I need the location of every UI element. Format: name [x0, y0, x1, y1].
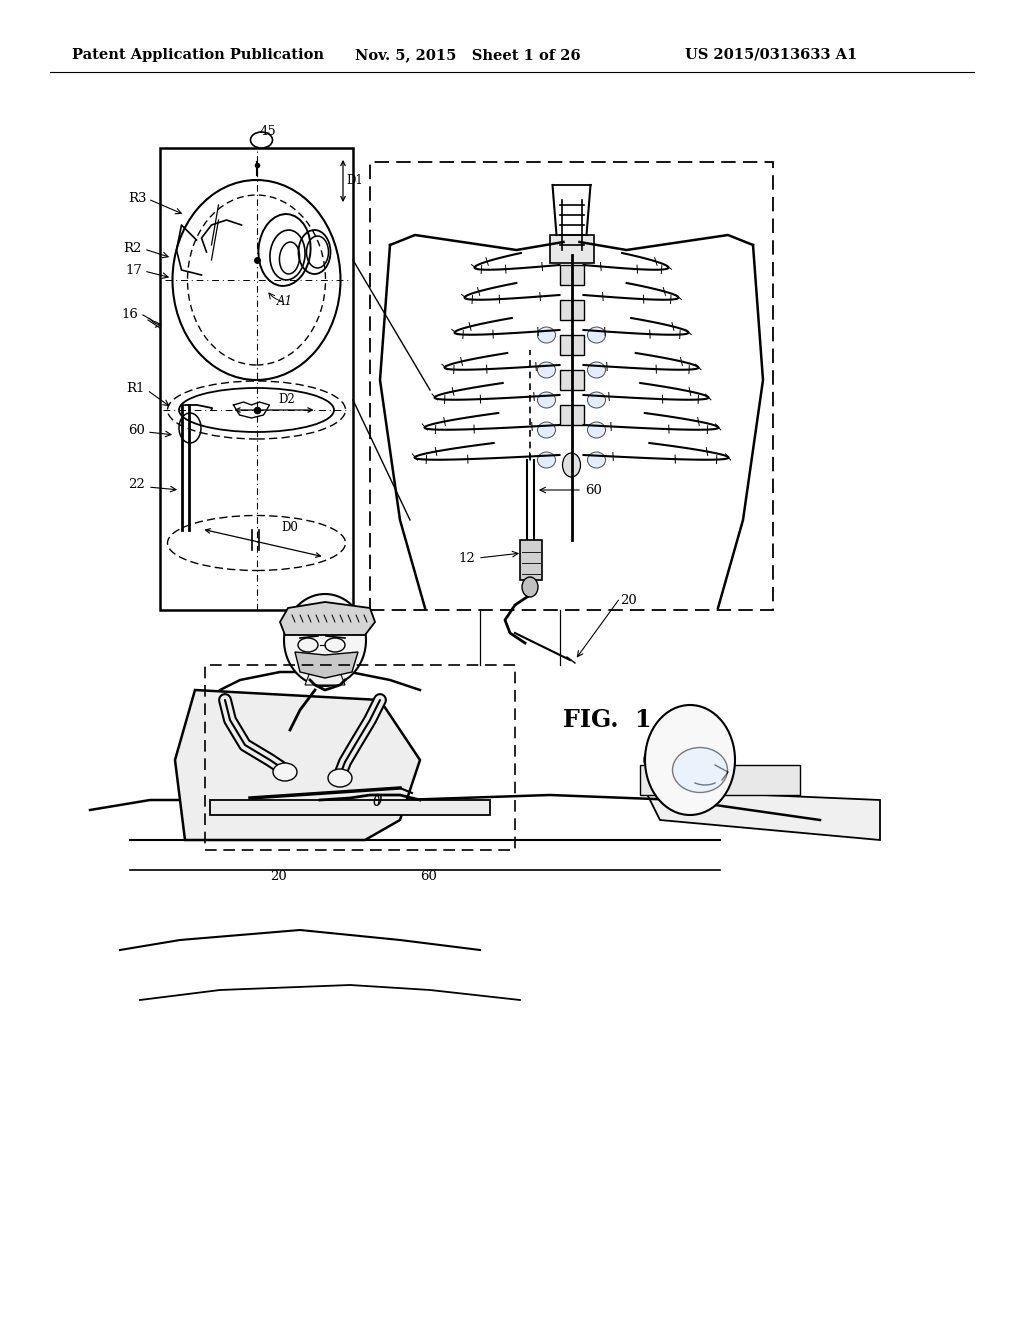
Bar	[205, 665, 515, 850]
Polygon shape	[280, 602, 375, 635]
Polygon shape	[305, 672, 345, 685]
Bar	[520, 540, 542, 579]
Text: $\theta$: $\theta$	[372, 793, 383, 809]
Ellipse shape	[522, 577, 538, 597]
Text: 16: 16	[121, 309, 138, 322]
Text: 12: 12	[459, 552, 475, 565]
Text: 60: 60	[128, 424, 145, 437]
Text: 60: 60	[420, 870, 437, 883]
Ellipse shape	[588, 422, 605, 438]
Ellipse shape	[251, 132, 272, 148]
Text: Nov. 5, 2015   Sheet 1 of 26: Nov. 5, 2015 Sheet 1 of 26	[355, 48, 581, 62]
Ellipse shape	[273, 763, 297, 781]
Bar	[559, 335, 584, 355]
Ellipse shape	[538, 362, 555, 378]
Bar	[550, 235, 594, 263]
Ellipse shape	[588, 327, 605, 343]
Ellipse shape	[538, 392, 555, 408]
Bar	[210, 800, 490, 814]
Ellipse shape	[538, 327, 555, 343]
Bar	[559, 265, 584, 285]
Text: Patent Application Publication: Patent Application Publication	[72, 48, 324, 62]
Text: D0: D0	[282, 521, 298, 535]
Ellipse shape	[645, 705, 735, 814]
Ellipse shape	[538, 422, 555, 438]
Ellipse shape	[588, 392, 605, 408]
Bar	[559, 405, 584, 425]
Bar	[640, 766, 800, 795]
Bar	[559, 300, 584, 319]
Text: R3: R3	[128, 191, 147, 205]
Polygon shape	[175, 690, 420, 840]
Text: 17: 17	[125, 264, 142, 276]
Polygon shape	[645, 789, 880, 840]
Ellipse shape	[538, 451, 555, 469]
Ellipse shape	[673, 747, 727, 792]
Ellipse shape	[328, 770, 352, 787]
Ellipse shape	[284, 594, 366, 686]
Text: D2: D2	[279, 393, 295, 407]
Bar	[160, 148, 353, 610]
Ellipse shape	[562, 453, 581, 477]
Text: 60: 60	[585, 483, 602, 496]
Text: FIG.  1: FIG. 1	[563, 708, 651, 733]
Ellipse shape	[588, 451, 605, 469]
Bar	[559, 370, 584, 389]
Text: R1: R1	[127, 381, 145, 395]
Text: D1: D1	[346, 174, 362, 187]
Bar	[370, 162, 773, 610]
Text: US 2015/0313633 A1: US 2015/0313633 A1	[685, 48, 857, 62]
Text: R2: R2	[124, 242, 142, 255]
Text: 22: 22	[128, 479, 145, 491]
Text: A1: A1	[276, 294, 293, 308]
Polygon shape	[295, 652, 358, 678]
Text: 20: 20	[270, 870, 287, 883]
Text: 20: 20	[620, 594, 637, 606]
Text: 45: 45	[260, 125, 276, 139]
Ellipse shape	[588, 362, 605, 378]
